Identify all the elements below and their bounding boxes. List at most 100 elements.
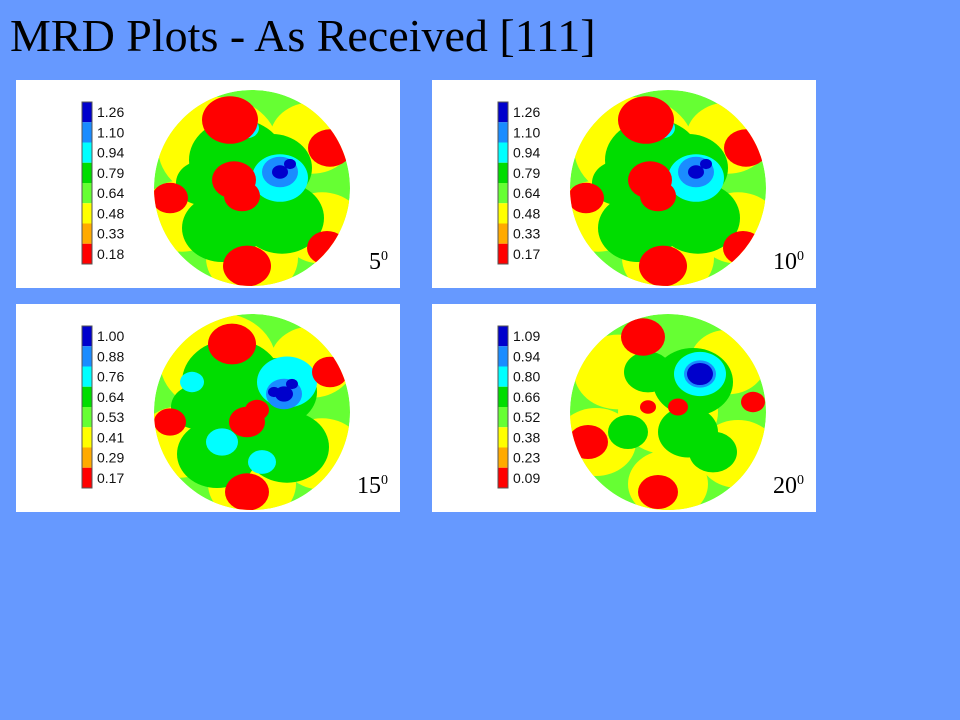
colorbar-tick-label: 0.53 (97, 409, 124, 425)
density-region (640, 180, 676, 212)
density-region (154, 408, 186, 436)
density-region (639, 245, 687, 286)
density-region (689, 431, 737, 473)
density-region (723, 231, 763, 265)
tilt-angle-label: 100 (773, 249, 804, 275)
colorbar-segment (82, 142, 92, 163)
slide-title: MRD Plots - As Received [111] (10, 10, 596, 61)
colorbar-tick-label: 0.66 (513, 389, 540, 405)
colorbar-tick-label: 1.10 (97, 124, 124, 140)
colorbar-tick-label: 0.48 (513, 205, 540, 221)
colorbar-tick-label: 0.29 (97, 450, 124, 466)
colorbar-tick-label: 0.76 (97, 369, 124, 385)
density-region (308, 129, 350, 167)
pole-figure-map (154, 314, 350, 510)
colorbar-tick-label: 1.26 (97, 104, 124, 120)
density-region (208, 323, 256, 365)
density-region (248, 450, 276, 474)
colorbar-frame (81, 325, 93, 489)
tilt-angle-label: 150 (357, 473, 388, 499)
colorbar-segment (498, 183, 508, 204)
colorbar-segment (82, 407, 92, 428)
colorbar-segment (498, 326, 508, 347)
colorbar-frame (497, 325, 509, 489)
density-region (687, 362, 713, 386)
colorbar-tick-label: 0.23 (513, 450, 540, 466)
density-region (268, 386, 280, 398)
density-region (570, 182, 604, 214)
colorbar-tick-label: 0.79 (513, 165, 540, 181)
density-region (180, 371, 204, 393)
colorbar-tick-label: 0.38 (513, 429, 540, 445)
colorbar-segment (82, 162, 92, 183)
density-region (284, 158, 296, 170)
density-region (618, 96, 674, 144)
colorbar-segment (498, 162, 508, 183)
colorbar-tick-label: 0.33 (97, 226, 124, 242)
pole-figure-10deg: 1.26 1.10 0.94 0.79 0.64 0.48 0.33 0.17 100 (432, 80, 816, 288)
pole-figure-svg: 1.00 0.88 0.76 0.64 0.53 0.41 0.29 0.17 (81, 314, 350, 510)
pole-figure-svg: 1.26 1.10 0.94 0.79 0.64 0.48 0.33 0.18 (81, 90, 350, 286)
colorbar-tick-label: 1.00 (97, 328, 124, 344)
density-region (286, 378, 298, 390)
colorbar-segment (82, 102, 92, 123)
colorbar-tick-label: 0.80 (513, 369, 540, 385)
pole-figure-20deg: 1.09 0.94 0.80 0.66 0.52 0.38 0.23 0.09 200 (432, 304, 816, 512)
colorbar-segment (498, 407, 508, 428)
colorbar-segment (82, 366, 92, 387)
colorbar-tick-label: 0.41 (97, 429, 124, 445)
colorbar-segment (82, 122, 92, 143)
colorbar-segment (498, 366, 508, 387)
density-region (202, 96, 258, 144)
colorbar-tick-label: 0.33 (513, 226, 540, 242)
colorbar-segment (82, 223, 92, 244)
density-region (307, 231, 347, 265)
colorbar-segment (498, 467, 508, 488)
colorbar-tick-label: 0.94 (513, 145, 540, 161)
density-region (570, 425, 608, 459)
colorbar-frame (81, 101, 93, 265)
colorbar-segment (82, 447, 92, 468)
colorbar-segment (498, 223, 508, 244)
density-region (668, 398, 688, 416)
colorbar-segment (498, 447, 508, 468)
density-region (608, 415, 648, 449)
colorbar-tick-label: 0.94 (513, 348, 540, 364)
density-region (206, 428, 238, 456)
density-region (621, 318, 665, 356)
colorbar-tick-label: 0.64 (97, 389, 124, 405)
density-region (272, 165, 288, 179)
colorbar-segment (82, 183, 92, 204)
density-region (700, 158, 712, 170)
density-region (638, 475, 678, 509)
colorbar-segment (498, 203, 508, 224)
colorbar-segment (82, 326, 92, 347)
density-region (225, 473, 269, 510)
density-region (312, 356, 348, 388)
colorbar-segment (498, 386, 508, 407)
pole-figure-map (570, 314, 766, 510)
pole-figure-svg: 1.26 1.10 0.94 0.79 0.64 0.48 0.33 0.17 (497, 90, 766, 286)
density-region (224, 180, 260, 212)
colorbar-segment (82, 427, 92, 448)
colorbar-segment (82, 467, 92, 488)
colorbar-segment (498, 102, 508, 123)
colorbar-tick-label: 0.17 (97, 470, 124, 486)
colorbar-tick-label: 0.64 (97, 185, 124, 201)
colorbar-tick-label: 0.88 (97, 348, 124, 364)
colorbar-tick-label: 0.79 (97, 165, 124, 181)
colorbar-segment (82, 243, 92, 264)
colorbar-segment (498, 142, 508, 163)
colorbar-tick-label: 0.09 (513, 470, 540, 486)
density-region (223, 245, 271, 286)
tilt-angle-label: 200 (773, 473, 804, 499)
colorbar-segment (82, 203, 92, 224)
colorbar-segment (498, 346, 508, 367)
density-region (154, 182, 188, 214)
density-region (624, 351, 672, 393)
colorbar-segment (498, 243, 508, 264)
colorbar-tick-label: 0.52 (513, 409, 540, 425)
colorbar-segment (498, 122, 508, 143)
colorbar-segment (82, 386, 92, 407)
pole-figure-15deg: 1.00 0.88 0.76 0.64 0.53 0.41 0.29 0.17 150 (16, 304, 400, 512)
